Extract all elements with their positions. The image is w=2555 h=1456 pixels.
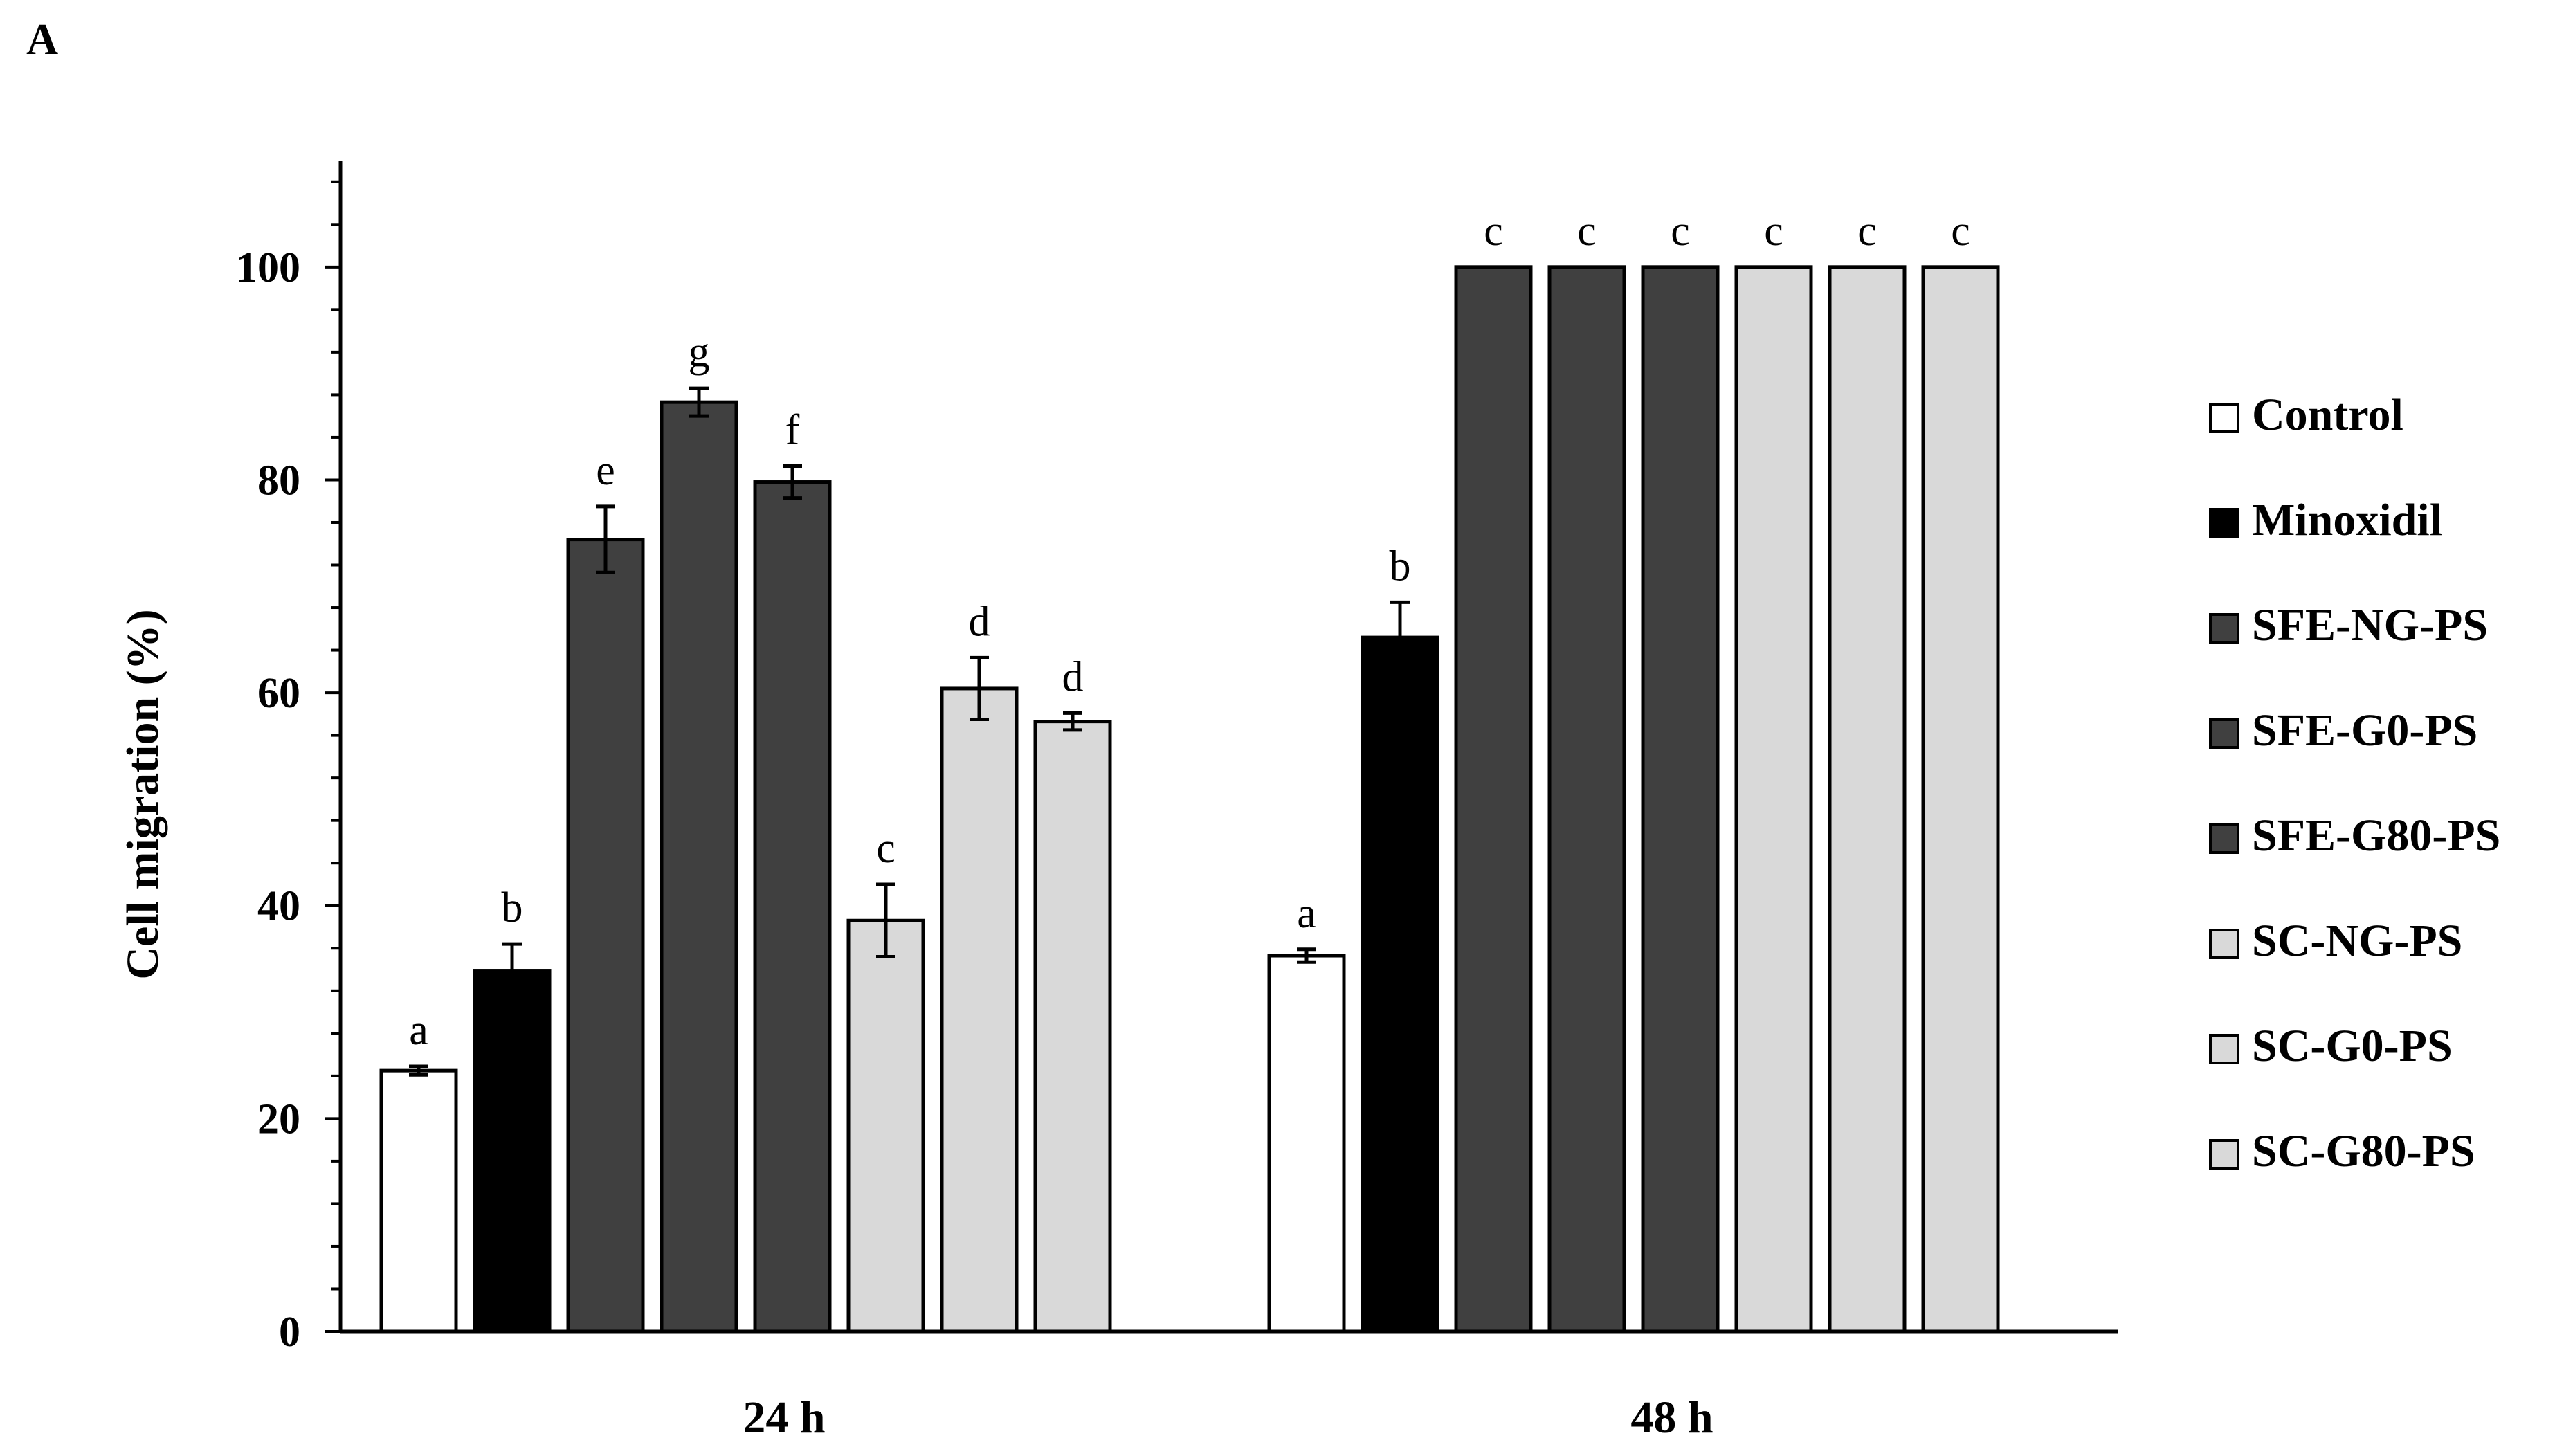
y-tick-label: 100 (236, 244, 300, 291)
bar (1828, 265, 1907, 1334)
significance-label: c (1484, 208, 1503, 255)
legend-swatch (2209, 1034, 2239, 1064)
legend-swatch (2209, 823, 2239, 854)
plot-area: 0 20 40 60 80 100 Cell migration (%) a a b b e c g c f c… (118, 161, 2118, 1443)
significance-label: a (409, 1007, 428, 1054)
significance-label: c (1671, 208, 1690, 255)
legend: Control Minoxidil SFE-NG-PS SFE-G0-PS SFE-G8… (2209, 390, 2500, 1176)
bar (379, 1068, 458, 1334)
significance-label: b (502, 884, 523, 931)
legend-label: Control (2252, 390, 2403, 440)
bar (846, 918, 925, 1334)
legend-swatch (2209, 403, 2239, 433)
y-tick-label: 60 (257, 670, 300, 717)
y-tick-label: 20 (257, 1095, 300, 1143)
significance-label: c (1951, 208, 1970, 255)
bar (566, 538, 645, 1334)
bar (1454, 265, 1533, 1334)
legend-swatch (2209, 718, 2239, 749)
significance-label: f (785, 406, 800, 453)
significance-label: c (1577, 208, 1597, 255)
x-category-label: 48 h (1630, 1392, 1713, 1443)
panel-label: A (26, 15, 58, 64)
y-tick-label: 40 (257, 883, 300, 930)
significance-label: d (1062, 653, 1084, 700)
legend-swatch (2209, 508, 2239, 538)
significance-label: c (1764, 208, 1783, 255)
bar (753, 480, 832, 1334)
legend-label: SFE-NG-PS (2252, 600, 2488, 650)
bar (473, 969, 552, 1334)
legend-label: SC-NG-PS (2252, 916, 2462, 966)
bar (1734, 265, 1813, 1334)
bar (940, 686, 1019, 1334)
bar (660, 400, 738, 1334)
significance-label: c (1857, 208, 1877, 255)
legend-label: SFE-G80-PS (2252, 810, 2500, 861)
significance-label: b (1390, 543, 1411, 590)
bar (1267, 954, 1346, 1334)
significance-label: c (876, 825, 895, 872)
significance-label: a (1297, 890, 1316, 937)
x-category-label: 24 h (743, 1392, 825, 1443)
legend-swatch (2209, 929, 2239, 959)
y-axis-title: Cell migration (%) (118, 609, 168, 979)
bar (1361, 635, 1439, 1334)
bar (1921, 265, 2000, 1334)
significance-label: d (969, 598, 990, 645)
bar (1547, 265, 1626, 1334)
legend-swatch (2209, 613, 2239, 644)
legend-label: SC-G80-PS (2252, 1126, 2475, 1176)
y-tick-label: 0 (279, 1309, 300, 1356)
legend-label: SC-G0-PS (2252, 1021, 2453, 1071)
y-tick-label: 80 (257, 457, 300, 504)
legend-label: Minoxidil (2252, 495, 2442, 545)
legend-label: SFE-G0-PS (2252, 705, 2477, 756)
significance-label: g (689, 329, 710, 376)
legend-swatch (2209, 1139, 2239, 1170)
bar (1033, 720, 1112, 1334)
bar (1641, 265, 1720, 1334)
significance-label: e (596, 447, 615, 494)
